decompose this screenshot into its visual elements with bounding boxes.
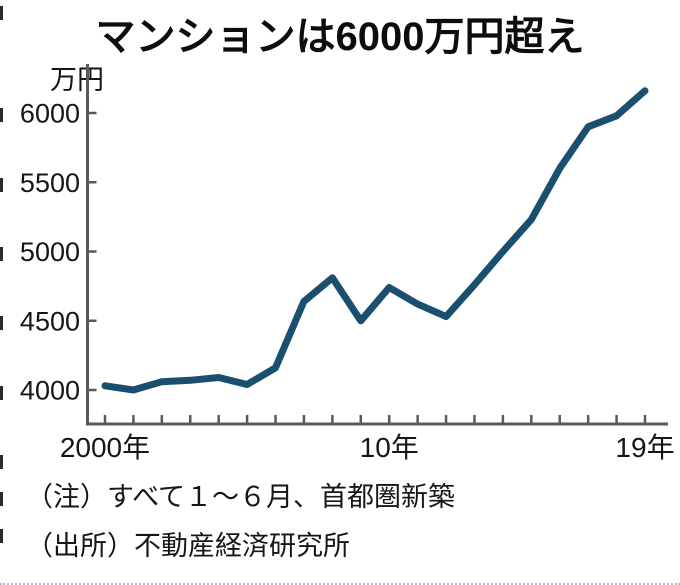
cropped-content-artifact [0, 6, 3, 20]
x-tick-label: 2000年 [60, 432, 150, 463]
cropped-content-artifact [0, 108, 3, 122]
y-tick-label: 5500 [20, 168, 80, 198]
cropped-content-artifact [0, 386, 3, 400]
price-polyline [101, 87, 649, 394]
footnote-note: （注）すべて１～６月、首都圏新築 [26, 482, 456, 512]
y-axis-labels: 4000 4500 5000 5500 6000 [20, 99, 80, 406]
x-axis-ticks [103, 415, 647, 423]
cropped-content-artifact [0, 529, 3, 543]
y-axis-ticks [87, 111, 97, 392]
price-line-series [101, 87, 649, 394]
x-tick-label: 10年 [360, 432, 419, 463]
y-axis-unit-label: 万円 [50, 65, 104, 95]
y-tick-label: 5000 [20, 237, 80, 267]
x-axis-labels: 2000年 10年 19年 [60, 432, 675, 463]
cropped-content-artifact [0, 455, 3, 469]
footnote-source: （出所）不動産経済研究所 [26, 531, 350, 561]
cropped-content-artifact [0, 247, 3, 261]
y-tick-label: 4000 [20, 376, 80, 406]
cropped-content-artifact [0, 316, 3, 330]
chart-title: マンションは6000万円超え [95, 15, 585, 59]
x-tick-label: 19年 [615, 432, 674, 463]
axes [86, 64, 668, 426]
cropped-content-artifact [0, 178, 3, 192]
y-tick-label: 4500 [20, 306, 80, 336]
cropped-content-artifact [0, 492, 3, 506]
y-tick-label: 6000 [20, 99, 80, 129]
bottom-dotted-divider [0, 583, 680, 585]
